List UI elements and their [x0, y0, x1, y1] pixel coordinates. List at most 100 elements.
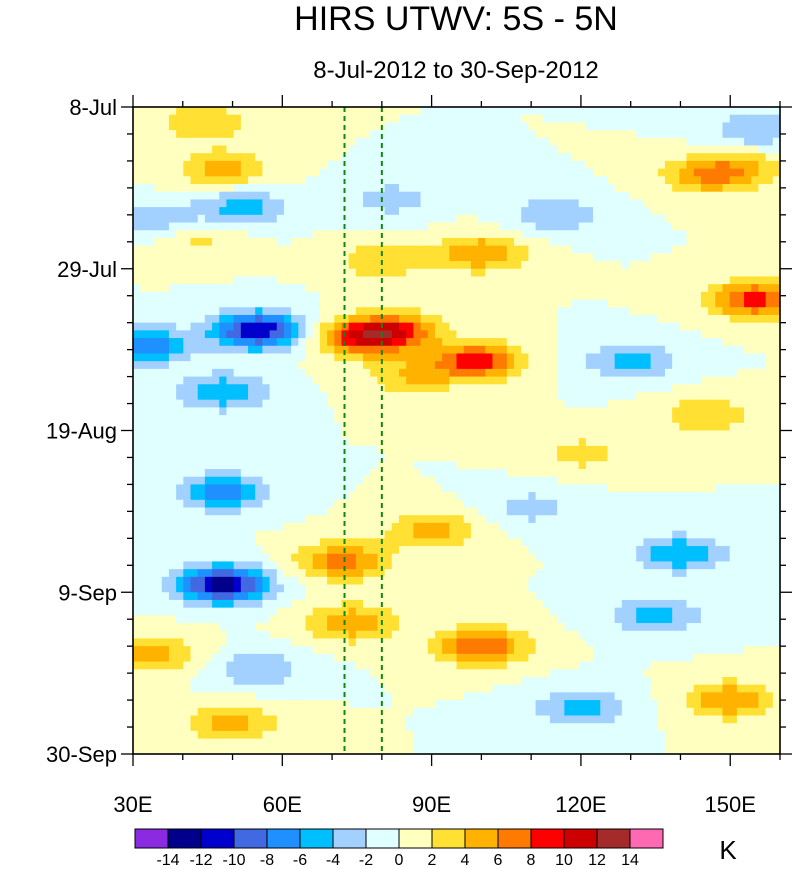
heatmap-cell [736, 407, 745, 416]
heatmap-cell [240, 407, 249, 416]
heatmap-cell [492, 399, 501, 408]
heatmap-cell [413, 207, 422, 216]
heatmap-cell [722, 438, 731, 447]
heatmap-cell [168, 114, 177, 123]
heatmap-cell [578, 353, 587, 362]
heatmap-cell [729, 507, 738, 516]
heatmap-cell [557, 130, 565, 139]
heatmap-cell [406, 469, 414, 478]
heatmap-cell [334, 153, 343, 162]
heatmap-cell [535, 492, 544, 501]
heatmap-cell [384, 253, 393, 262]
heatmap-cell [593, 245, 601, 254]
heatmap-cell [492, 137, 501, 147]
heatmap-cell [686, 484, 695, 493]
heatmap-cell [571, 114, 580, 123]
heatmap-cell [700, 222, 709, 231]
heatmap-cell [729, 184, 738, 193]
heatmap-cell [729, 422, 738, 432]
heatmap-cell [751, 391, 760, 401]
heatmap-cell [463, 353, 472, 362]
heatmap-cell [679, 261, 688, 270]
heatmap-cell [183, 345, 192, 355]
heatmap-cell [133, 191, 141, 201]
heatmap-cell [154, 345, 163, 355]
heatmap-cell [621, 253, 630, 262]
heatmap-cell [298, 230, 307, 239]
heatmap-cell [744, 137, 752, 147]
heatmap-cell [219, 145, 228, 154]
heatmap-cell [190, 499, 199, 509]
heatmap-cell [262, 415, 271, 424]
heatmap-cell [370, 461, 379, 470]
heatmap-cell [449, 130, 458, 139]
heatmap-cell [736, 415, 745, 424]
heatmap-cell [434, 230, 443, 239]
heatmap-cell [765, 130, 774, 139]
heatmap-cell [327, 230, 335, 239]
heatmap-cell [255, 199, 263, 208]
heatmap-cell [283, 130, 292, 139]
heatmap-cell [312, 114, 321, 123]
heatmap-cell [751, 222, 760, 231]
heatmap-cell [370, 184, 379, 193]
heatmap-cell [629, 261, 637, 270]
heatmap-cell [571, 353, 580, 362]
heatmap-cell [564, 160, 573, 170]
heatmap-cell [197, 284, 206, 293]
heatmap-cell [262, 322, 271, 331]
heatmap-cell [406, 307, 414, 316]
heatmap-cell [140, 199, 148, 208]
heatmap-cell [176, 499, 184, 509]
heatmap-cell [758, 422, 767, 432]
heatmap-cell [449, 184, 458, 193]
heatmap-cell [420, 184, 429, 193]
heatmap-cell [722, 237, 731, 247]
heatmap-cell [643, 199, 652, 208]
heatmap-cell [657, 322, 666, 331]
heatmap-cell [708, 384, 716, 393]
heatmap-cell [283, 407, 292, 416]
heatmap-cell [140, 145, 148, 154]
heatmap-cell [298, 299, 307, 308]
heatmap-cell [758, 391, 767, 401]
heatmap-cell [406, 222, 414, 231]
heatmap-cell [607, 191, 616, 201]
heatmap-cell [521, 453, 529, 462]
heatmap-cell [370, 268, 379, 278]
heatmap-cell [133, 153, 141, 162]
heatmap-cell [614, 168, 623, 177]
heatmap-cell [657, 515, 666, 524]
heatmap-cell [212, 168, 220, 177]
heatmap-cell [657, 145, 666, 154]
heatmap-cell [255, 261, 263, 270]
heatmap-cell [485, 114, 494, 123]
heatmap-cell [161, 291, 170, 301]
heatmap-cell [614, 469, 623, 478]
heatmap-cell [571, 130, 580, 139]
heatmap-cell [564, 484, 573, 493]
heatmap-cell [514, 353, 522, 362]
heatmap-cell [521, 499, 529, 509]
heatmap-cell [506, 160, 515, 170]
heatmap-cell [463, 299, 472, 308]
heatmap-cell [542, 253, 551, 262]
heatmap-cell [262, 276, 271, 285]
heatmap-cell [176, 476, 184, 486]
heatmap-cell [204, 291, 213, 301]
heatmap-cell [161, 230, 170, 239]
heatmap-cell [621, 391, 630, 401]
heatmap-cell [291, 469, 299, 478]
heatmap-cell [154, 445, 163, 455]
heatmap-cell [190, 245, 199, 254]
heatmap-cell [643, 307, 652, 316]
heatmap-cell [140, 415, 148, 424]
heatmap-cell [463, 153, 472, 162]
heatmap-cell [391, 338, 400, 347]
heatmap-cell [571, 107, 580, 116]
heatmap-cell [528, 445, 537, 455]
heatmap-cell [305, 353, 314, 362]
heatmap-cell [614, 368, 623, 378]
heatmap-cell [485, 445, 494, 455]
heatmap-cell [657, 507, 666, 516]
